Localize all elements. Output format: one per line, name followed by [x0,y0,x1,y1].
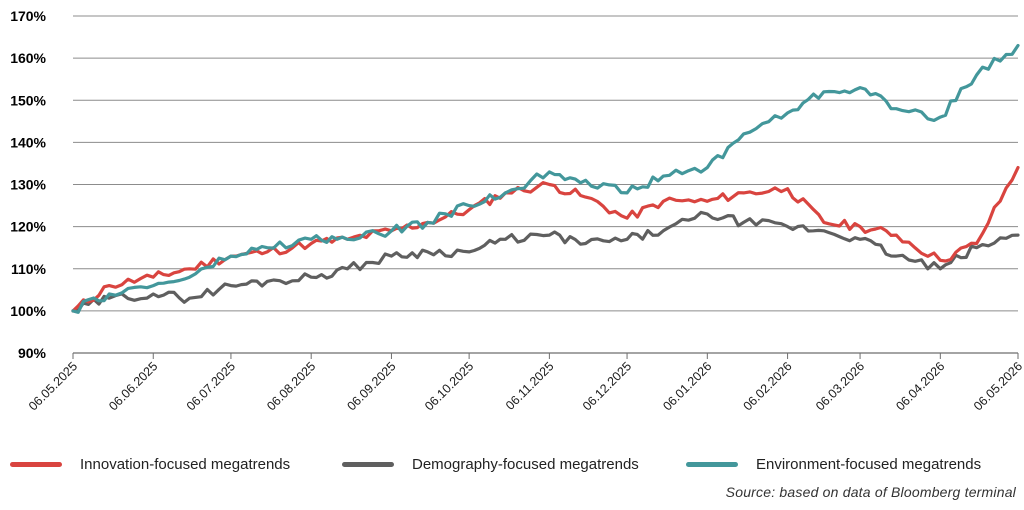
legend-label-innovation: Innovation-focused megatrends [80,455,291,473]
x-tick-label: 06.04.2026 [893,359,947,413]
legend-label-demography: Demography-focused megatrends [412,455,639,473]
y-tick-label: 110% [11,261,47,277]
x-tick-label: 06.03.2026 [813,359,867,413]
x-axis: 06.05.2025 06.06.2025 06.07.2025 06.08.2025… [26,352,1024,413]
series-line-3 [71,43,1020,314]
legend-swatch-innovation [10,461,62,467]
series-line-1 [71,166,1020,313]
x-tick-label: 06.08.2025 [264,359,318,413]
x-tick-label: 06.05.2026 [971,359,1024,413]
y-tick-label: 140% [10,134,46,150]
x-tick-label: 06.11.2025 [503,359,557,413]
x-tick-label: 06.12.2025 [580,359,634,413]
series-line-2 [71,210,1020,313]
legend-item-demography: Demography-focused megatrends [342,452,639,476]
y-tick-label: 170% [10,8,46,24]
legend: Innovation-focused megatrends Demography… [0,452,1024,476]
source-note: Source: based on data of Bloomberg termi… [725,484,1016,500]
x-tick-label: 06.07.2025 [184,359,238,413]
y-tick-label: 160% [10,50,46,66]
x-tick-label: 06.01.2026 [660,359,714,413]
x-tick-label: 06.10.2025 [422,359,476,413]
legend-swatch-demography [342,461,394,467]
x-tick-label: 06.02.2026 [741,359,795,413]
y-tick-label: 90% [18,345,47,361]
x-tick-label: 06.06.2025 [106,359,160,413]
line-chart: 170% 160% 150% 140% 130% 120% 110% 100% 90% 06.0… [10,8,1024,413]
y-tick-label: 120% [10,219,46,235]
legend-swatch-environment [686,461,738,467]
x-tick-label: 06.05.2025 [26,359,80,413]
y-tick-label: 130% [10,177,46,193]
y-tick-label: 150% [10,92,46,108]
series-lines [71,43,1020,314]
x-tick-label: 06.09.2025 [344,359,398,413]
legend-item-innovation: Innovation-focused megatrends [10,452,290,476]
y-tick-label: 100% [10,303,46,319]
legend-item-environment: Environment-focused megatrends [686,452,981,476]
y-axis: 170% 160% 150% 140% 130% 120% 110% 100% 90% [10,8,46,361]
legend-label-environment: Environment-focused megatrends [756,455,982,473]
